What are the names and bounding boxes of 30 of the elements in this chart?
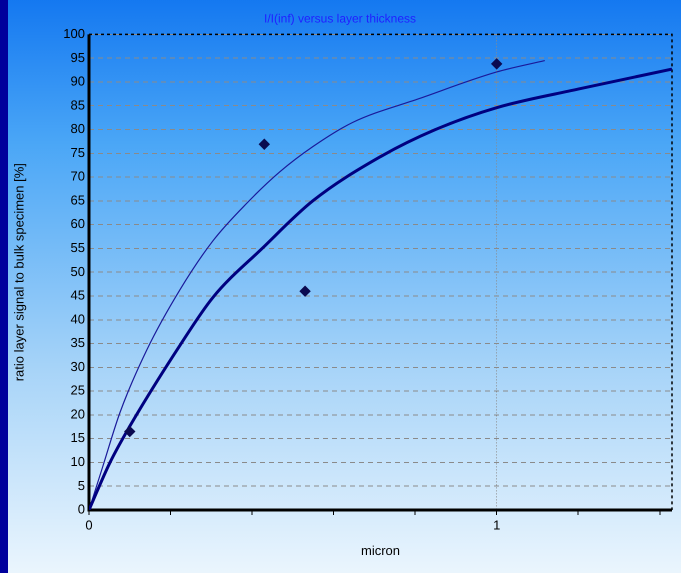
y-tick-label: 60 [70, 216, 85, 232]
y-tick-label: 45 [70, 288, 85, 303]
y-tick-label: 40 [70, 311, 85, 326]
y-tick-label: 80 [70, 121, 85, 136]
y-tick-label: 30 [70, 358, 85, 374]
point [491, 58, 502, 70]
point [258, 138, 270, 150]
y-axis-title: ratio layer signal to bulk specimen [%] [11, 163, 26, 382]
x-tick-label: 1 [493, 517, 500, 532]
y-tick-label: 50 [70, 264, 85, 279]
y-tick-label: 15 [70, 430, 85, 446]
y-tick-label: 5 [78, 478, 85, 493]
y-tick-label: 35 [70, 335, 85, 350]
y-tick-label: 25 [70, 382, 85, 398]
line-series [89, 68, 672, 510]
x-axis-title: micron [360, 542, 400, 558]
y-tick-label: 85 [70, 97, 85, 112]
y-tick-label: 10 [70, 454, 85, 470]
chart-title: I/I(inf) versus layer thickness [264, 12, 416, 26]
y-tick-label: 90 [70, 74, 85, 89]
y-tick-label: 95 [70, 50, 85, 65]
y-tick-label: 20 [70, 406, 85, 422]
point [124, 426, 136, 438]
y-tick-label: 70 [70, 168, 85, 184]
y-tick-label: 75 [70, 144, 85, 160]
y-tick-label: 55 [70, 240, 85, 255]
y-tick-label: 65 [70, 192, 85, 208]
y-tick-label: 100 [63, 26, 85, 41]
point [300, 286, 311, 297]
y-tick-label: 0 [78, 502, 85, 517]
